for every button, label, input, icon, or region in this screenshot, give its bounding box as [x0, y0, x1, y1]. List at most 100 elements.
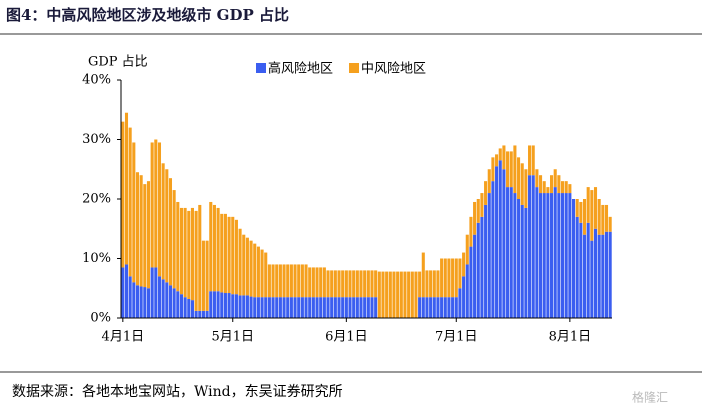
- bar-segment: [220, 213, 224, 293]
- bar-segment: [297, 297, 301, 318]
- bar-segment: [286, 297, 290, 318]
- bar-segment: [509, 151, 513, 188]
- bar-segment: [139, 175, 143, 287]
- bar-segment: [150, 267, 154, 318]
- bar-segment: [436, 270, 440, 298]
- bar-segment: [586, 187, 590, 223]
- bar-segment: [187, 298, 191, 318]
- bar-segment: [300, 264, 304, 298]
- bar-segment: [249, 240, 253, 297]
- bar-segment: [209, 201, 213, 292]
- bar-segment: [216, 291, 220, 318]
- bar-segment: [513, 145, 517, 194]
- bar-segment: [256, 246, 260, 298]
- bar-segment: [355, 297, 359, 318]
- bar-segment: [528, 175, 532, 318]
- bar-segment: [469, 216, 473, 247]
- bar-segment: [462, 252, 466, 277]
- bar-segment: [571, 199, 576, 318]
- bar-segment: [480, 193, 484, 217]
- bar-segment: [337, 270, 341, 298]
- bar-segment: [308, 297, 312, 318]
- bar-segment: [421, 297, 425, 318]
- y-tick-label: 0%: [90, 311, 111, 326]
- bar-segment: [271, 297, 275, 318]
- bar-segment: [183, 297, 187, 318]
- bar-segment: [597, 199, 601, 235]
- bar-segment: [132, 142, 136, 283]
- bar-segment: [491, 157, 495, 182]
- bar-segment: [414, 271, 418, 318]
- bar-segment: [484, 204, 488, 318]
- bar-segment: [157, 276, 162, 318]
- bar-segment: [553, 187, 557, 318]
- bar-segment: [473, 234, 477, 318]
- bar-segment: [557, 175, 561, 194]
- bar-segment: [253, 297, 257, 318]
- bar-segment: [381, 271, 385, 318]
- bar-segment: [579, 201, 583, 223]
- bar-segment: [506, 187, 510, 318]
- bar-segment: [359, 297, 363, 318]
- bar-segment: [528, 145, 532, 176]
- bar-segment: [341, 270, 345, 298]
- bar-segment: [550, 193, 554, 318]
- bar-segment: [238, 228, 242, 296]
- source: 数据来源：各地本地宝网站，Wind，东吴证券研究所: [12, 384, 343, 400]
- bar-segment: [476, 222, 480, 318]
- bar-segment: [352, 270, 356, 298]
- bar-segment: [542, 181, 546, 194]
- bar-segment: [480, 216, 484, 318]
- bar-segment: [458, 258, 462, 289]
- bar-segment: [560, 181, 565, 194]
- bar-segment: [495, 154, 499, 167]
- legend-label: 中风险地区: [361, 62, 426, 77]
- bar-segment: [143, 287, 147, 318]
- bar-segment: [399, 271, 403, 318]
- bar-segment: [304, 264, 308, 298]
- legend-swatch: [256, 63, 266, 73]
- bar-segment: [187, 210, 191, 299]
- bar-segment: [253, 243, 257, 298]
- bar-segment: [220, 292, 224, 318]
- x-tick-label: 6月1日: [325, 330, 368, 345]
- bar-segment: [216, 207, 220, 292]
- bar-segment: [183, 207, 187, 298]
- bar-segment: [344, 270, 348, 298]
- bar-segment: [542, 193, 546, 318]
- bar-segment: [231, 294, 235, 318]
- bar-segment: [451, 258, 455, 298]
- bar-segment: [326, 297, 330, 318]
- bar-segment: [539, 175, 543, 194]
- bar-segment: [242, 234, 246, 296]
- bar-segment: [282, 297, 286, 318]
- bar-segment: [179, 294, 183, 318]
- bar-segment: [128, 127, 132, 277]
- bar-segment: [560, 193, 565, 318]
- bar-segment: [161, 163, 165, 280]
- bar-segment: [586, 222, 590, 318]
- bar-segment: [370, 297, 374, 318]
- bar-segment: [410, 271, 414, 318]
- bar-segment: [297, 264, 301, 298]
- bar-segment: [275, 264, 279, 298]
- bar-segment: [348, 270, 352, 298]
- bar-segment: [374, 297, 378, 318]
- bar-segment: [209, 291, 213, 318]
- bar-segment: [198, 310, 202, 318]
- bar-segment: [465, 264, 469, 318]
- bar-segment: [337, 297, 341, 318]
- bar-segment: [432, 297, 436, 318]
- bar-segment: [520, 204, 524, 318]
- y-tick-label: 20%: [82, 192, 111, 207]
- bar-segment: [582, 199, 587, 235]
- y-tick-label: 30%: [82, 132, 111, 147]
- bar-segment: [315, 297, 319, 318]
- bar-segment: [550, 175, 554, 194]
- bar-segment: [333, 270, 337, 298]
- bar-segment: [330, 297, 334, 318]
- bar-segment: [135, 285, 140, 318]
- bar-segment: [319, 267, 323, 298]
- bar-segment: [440, 258, 444, 298]
